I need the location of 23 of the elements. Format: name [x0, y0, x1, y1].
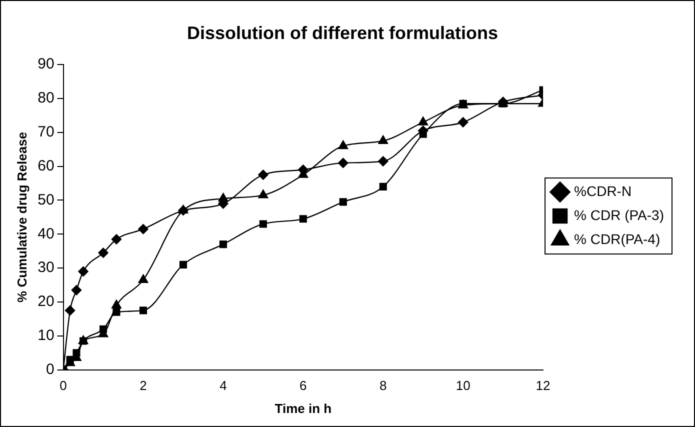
x-tick-label: 2: [140, 378, 147, 394]
y-tick-label: 10: [38, 327, 54, 344]
y-tick-label: 60: [38, 157, 54, 174]
x-tick-label: 10: [456, 378, 470, 394]
y-tick-label: 90: [38, 56, 54, 73]
y-tick-label: 50: [38, 191, 54, 208]
y-tick-label: 20: [38, 293, 54, 310]
y-tick-label: 40: [38, 225, 54, 242]
y-axis-title: % Cumulative drug Release: [14, 132, 30, 302]
x-tick-label: 4: [220, 378, 227, 394]
y-tick-label: 80: [38, 90, 54, 107]
x-tick-label: 6: [300, 378, 307, 394]
chart-title: Dissolution of different formulations: [187, 22, 498, 43]
y-tick-label: 30: [38, 259, 54, 276]
legend-label: % CDR (PA-3): [574, 206, 664, 223]
x-axis-title: Time in h: [274, 400, 332, 416]
y-tick-label: 0: [46, 360, 54, 378]
x-tick-label: 8: [380, 378, 387, 394]
legend-label: % CDR(PA-4): [574, 230, 660, 247]
x-tick-label: 12: [536, 378, 550, 394]
y-tick-label: 70: [38, 124, 54, 141]
legend-label: %CDR-N: [574, 182, 632, 199]
x-tick-label: 0: [60, 378, 67, 394]
